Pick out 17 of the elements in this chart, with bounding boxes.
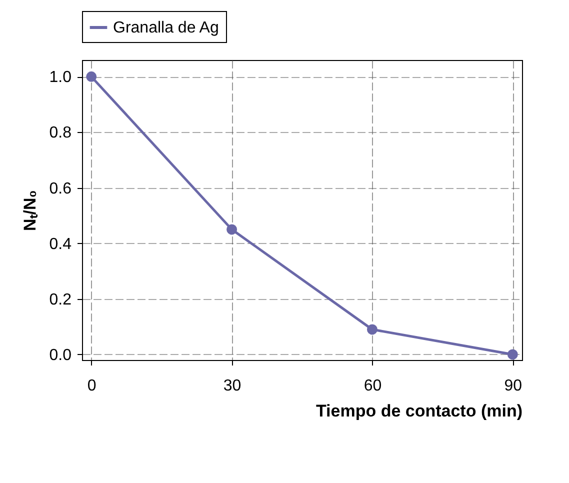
point	[86, 71, 97, 82]
x-axis-title: Tiempo de contacto (min)	[316, 402, 522, 420]
point	[226, 224, 238, 235]
y-tick-label: 0.8	[49, 124, 72, 142]
y-tick-label: 0.6	[49, 180, 72, 198]
legend-label: Granalla de Ag	[113, 20, 219, 36]
y-axis-title: Nₜ/N₀	[20, 190, 40, 231]
y-tick-label: 0.2	[49, 291, 72, 308]
x-tick-label: 30	[223, 378, 242, 394]
point	[507, 349, 518, 360]
point	[366, 324, 378, 335]
y-tick-label: 0.4	[49, 236, 72, 253]
x-tick-label: 60	[364, 378, 382, 394]
x-tick-label: 0	[87, 378, 96, 394]
y-tick-label: 1.0	[49, 69, 72, 86]
y-tick-label: 0.0	[49, 346, 72, 364]
x-tick-label: 90	[504, 378, 522, 394]
